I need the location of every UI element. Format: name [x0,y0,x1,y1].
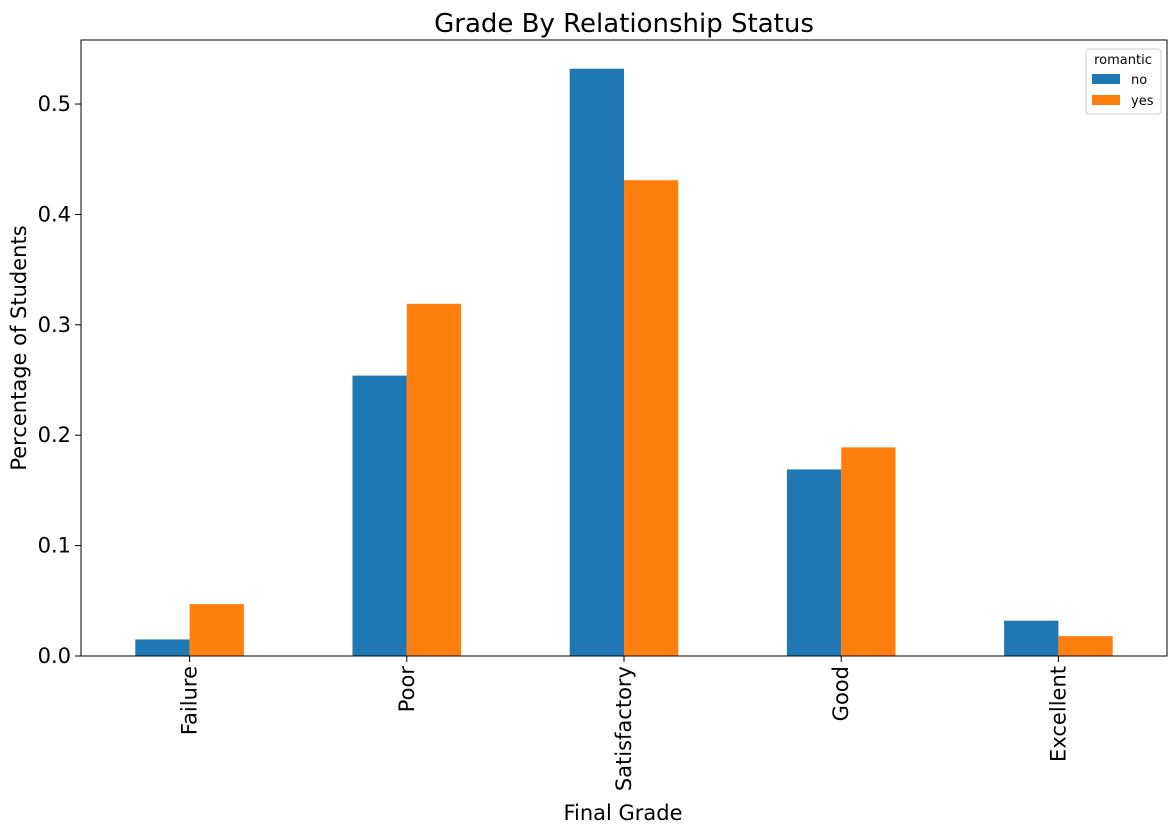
legend-swatch-no [1092,74,1120,84]
bar-no-satisfactory [569,68,624,656]
legend-label-yes: yes [1131,94,1154,109]
bar-no-failure [135,639,190,656]
y-tick-label: 0.1 [38,534,71,558]
y-axis-ticks: 0.0 0.1 0.2 0.3 0.4 0.5 [38,92,81,668]
bar-yes-failure [189,604,244,656]
bar-no-excellent [1004,620,1059,656]
plot-frame [80,39,1168,657]
y-tick-label: 0.3 [38,313,71,337]
legend: romantic no yes [1085,48,1162,115]
y-tick-label: 0.0 [38,644,71,668]
legend-title: romantic [1094,53,1152,68]
bar-yes-poor [406,303,462,656]
x-axis-ticks: Failure Poor Satisfactory Good Excellent [178,656,1070,791]
x-tick-label-poor: Poor [395,666,419,713]
bar-no-poor [352,375,407,656]
bar-yes-good [841,447,896,656]
x-tick-label-good: Good [829,666,853,721]
y-tick-label: 0.4 [38,202,71,226]
y-tick-label: 0.5 [38,92,71,116]
bar-yes-satisfactory [624,180,679,656]
bar-yes-excellent [1058,636,1113,656]
x-axis-label: Final Grade [563,801,682,825]
x-tick-label-failure: Failure [178,666,202,735]
legend-swatch-yes [1092,95,1120,105]
bar-no-good [786,469,842,656]
y-axis-label: Percentage of Students [7,225,31,470]
legend-label-no: no [1131,73,1147,88]
x-tick-label-excellent: Excellent [1046,666,1070,762]
x-tick-label-satisfactory: Satisfactory [612,666,636,791]
y-tick-label: 0.2 [38,423,71,447]
bars-group [135,68,1113,656]
chart-title: Grade By Relationship Status [434,9,814,39]
